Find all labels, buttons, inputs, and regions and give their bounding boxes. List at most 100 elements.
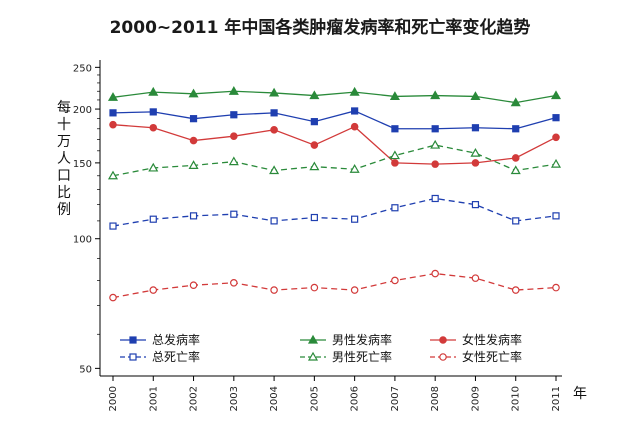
data-point [148,162,159,172]
data-point [430,139,441,149]
data-point [350,286,359,294]
data-point [270,286,278,294]
y-tick-label: 200 [73,105,92,116]
data-point [148,86,159,96]
data-point [230,111,238,119]
data-point [349,164,360,173]
axes: 50 100 150 200 250 2000 2001 2002 2003 2004 2005 20… [73,60,562,411]
data-point [129,353,137,361]
data-point [512,217,520,225]
data-point [391,159,399,167]
data-point [269,165,280,175]
data-point [511,154,520,162]
data-point [109,222,117,230]
data-point [389,150,400,160]
data-point [349,86,360,96]
x-tick-label: 2007 [390,386,401,411]
legend-item: 男性死亡率 [300,349,392,364]
data-point [270,109,278,117]
data-point [107,170,119,180]
data-point [189,212,198,220]
legend-item: 总死亡率 [120,349,200,364]
y-label-char: 例 [57,202,71,218]
y-tick-label: 50 [79,364,92,375]
data-point [310,118,318,126]
data-point [431,194,439,203]
data-point [552,114,560,122]
data-point [391,125,399,133]
x-tick-label: 2003 [229,386,240,411]
data-point [149,215,157,223]
y-label-char: 十 [57,117,71,133]
legend-item: 女性发病率 [430,332,522,347]
data-point [512,125,520,133]
data-point [270,126,278,134]
legend-label: 总死亡率 [152,349,200,364]
data-point [270,217,278,225]
data-point [552,133,560,142]
legend-label: 女性发病率 [462,332,522,347]
data-point [550,90,562,100]
x-tick-label: 2001 [148,386,159,411]
data-point [230,210,238,218]
data-point [149,286,158,294]
data-point [230,279,238,287]
data-point [269,87,280,97]
data-point [107,92,119,101]
data-point [310,213,318,222]
data-point [550,158,562,168]
data-point [309,90,320,100]
data-point [552,212,560,220]
x-tick-label: 2005 [309,386,320,411]
data-point [188,160,199,169]
data-point [350,122,359,131]
legend-label: 男性死亡率 [332,349,392,364]
series-line [112,110,557,130]
data-point [310,283,319,292]
data-point [470,147,481,157]
series-group [109,107,560,133]
y-tick-label: 100 [73,235,92,246]
data-point [391,276,399,285]
data-point [511,286,520,294]
data-point [189,281,198,289]
data-point [129,336,137,344]
x-tick-label: 2008 [430,386,441,411]
series-group [109,269,560,302]
data-point [471,274,480,282]
series-line [112,197,557,227]
data-point [109,120,117,129]
data-point [439,336,447,344]
data-point [228,156,239,166]
x-tick-label: 2000 [108,386,119,411]
legend-item: 总发病率 [120,332,200,347]
series-group [107,86,562,107]
series-group [107,139,562,180]
x-tick-label: 2004 [269,386,280,411]
x-tick-label: 2002 [189,386,200,411]
data-point [230,132,238,140]
data-point [430,90,441,100]
series-line [112,144,557,177]
data-point [431,269,439,278]
y-tick-label: 250 [73,63,92,74]
data-point [389,91,400,101]
x-tick-label: 2011 [551,386,562,411]
data-point [510,97,521,107]
data-point [149,123,158,132]
y-axis-label: 每十万人口比例 [57,100,71,218]
data-point [188,88,199,98]
data-point [391,204,399,212]
y-label-char: 比 [57,185,71,201]
series-line [112,124,557,165]
data-point [470,91,481,101]
data-point [307,334,319,344]
data-point [149,108,157,116]
data-point [471,124,480,132]
data-point [351,215,359,223]
legend-label: 女性死亡率 [462,349,522,364]
y-label-char: 每 [57,100,71,116]
data-point [109,109,117,117]
y-label-char: 万 [57,134,71,150]
